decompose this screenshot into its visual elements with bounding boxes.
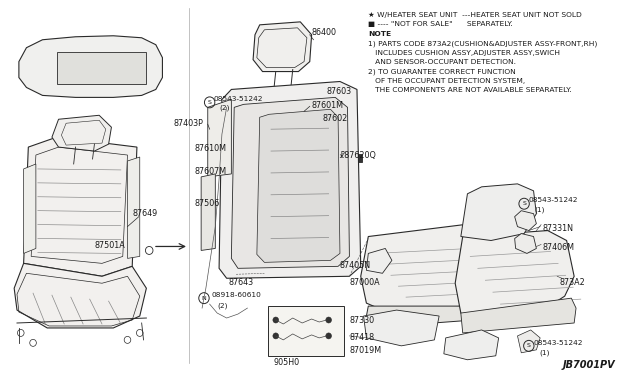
Text: ★ W/HEATER SEAT UNIT  ---HEATER SEAT UNIT NOT SOLD: ★ W/HEATER SEAT UNIT ---HEATER SEAT UNIT…: [368, 12, 582, 18]
Text: ☧87620Q: ☧87620Q: [338, 151, 376, 160]
Text: 1) PARTS CODE 873A2(CUSHION&ADJUSTER ASSY-FRONT,RH): 1) PARTS CODE 873A2(CUSHION&ADJUSTER ASS…: [368, 40, 598, 47]
Text: 87330: 87330: [349, 316, 374, 325]
Text: (2): (2): [219, 105, 230, 111]
Bar: [354, 154, 362, 162]
Polygon shape: [14, 263, 147, 328]
Text: 08918-60610: 08918-60610: [212, 292, 261, 298]
Polygon shape: [57, 52, 147, 84]
Polygon shape: [24, 137, 137, 276]
Text: S: S: [208, 100, 212, 105]
Text: 87603: 87603: [327, 87, 352, 96]
Polygon shape: [253, 22, 312, 71]
Text: NOTE: NOTE: [368, 31, 392, 37]
Polygon shape: [232, 97, 349, 268]
Text: 87019M: 87019M: [349, 346, 381, 355]
Text: AND SENSOR-OCCUPANT DETECTION.: AND SENSOR-OCCUPANT DETECTION.: [368, 59, 516, 65]
Text: 87601M: 87601M: [312, 101, 344, 110]
Polygon shape: [461, 298, 576, 333]
Text: 86400: 86400: [312, 28, 337, 37]
Text: (1): (1): [534, 207, 545, 213]
Text: 87331N: 87331N: [543, 224, 574, 232]
Text: 87607M: 87607M: [195, 167, 227, 176]
Polygon shape: [208, 99, 232, 177]
Text: S: S: [522, 201, 526, 206]
Text: 87418: 87418: [349, 333, 374, 342]
Polygon shape: [455, 231, 574, 326]
Text: 87406M: 87406M: [543, 244, 575, 253]
Text: S: S: [527, 343, 531, 348]
Circle shape: [273, 333, 278, 339]
Polygon shape: [219, 81, 361, 278]
Bar: [83, 76, 97, 83]
Text: 2) TO GUARANTEE CORRECT FUNCTION: 2) TO GUARANTEE CORRECT FUNCTION: [368, 68, 516, 75]
Polygon shape: [364, 310, 439, 346]
Polygon shape: [127, 157, 140, 259]
Text: 87403P: 87403P: [173, 119, 203, 128]
Polygon shape: [515, 211, 536, 231]
Text: 87501A: 87501A: [95, 241, 125, 250]
Text: OF THE OCCUPANT DETECTION SYSTEM,: OF THE OCCUPANT DETECTION SYSTEM,: [368, 78, 525, 84]
Polygon shape: [24, 164, 36, 253]
Polygon shape: [201, 174, 215, 250]
Text: (2): (2): [217, 302, 228, 309]
Bar: [268, 306, 344, 356]
Text: 87000A: 87000A: [349, 278, 380, 287]
Text: 87649: 87649: [132, 209, 157, 218]
Polygon shape: [518, 330, 540, 353]
Polygon shape: [367, 248, 392, 273]
Polygon shape: [257, 109, 340, 262]
Text: JB7001PV: JB7001PV: [563, 360, 616, 370]
Text: 08543-51242: 08543-51242: [529, 197, 579, 203]
Text: 905H0: 905H0: [274, 358, 300, 367]
Text: 08543-51242: 08543-51242: [213, 96, 263, 102]
Text: THE COMPONENTS ARE NOT AVAILABLE SEPARATELY.: THE COMPONENTS ARE NOT AVAILABLE SEPARAT…: [368, 87, 572, 93]
Text: 87405N: 87405N: [340, 262, 371, 270]
Polygon shape: [444, 330, 499, 360]
Circle shape: [326, 333, 332, 339]
Text: 87643: 87643: [228, 278, 253, 287]
Text: N: N: [202, 296, 206, 301]
Circle shape: [326, 317, 332, 323]
Polygon shape: [52, 115, 111, 151]
Text: 873A2: 873A2: [559, 278, 585, 287]
Text: 87506: 87506: [195, 199, 220, 208]
Polygon shape: [361, 224, 512, 316]
Text: ■ ---- "NOT FOR SALE"      SEPARATELY.: ■ ---- "NOT FOR SALE" SEPARATELY.: [368, 21, 513, 28]
Polygon shape: [461, 184, 536, 241]
Text: 87602: 87602: [323, 114, 348, 123]
Text: (1): (1): [540, 350, 550, 356]
Bar: [83, 56, 109, 77]
Circle shape: [273, 317, 278, 323]
Polygon shape: [515, 234, 536, 253]
Text: INCLUDES CUSHION ASSY,ADJUSTER ASSY,SWICH: INCLUDES CUSHION ASSY,ADJUSTER ASSY,SWIC…: [368, 50, 560, 56]
Polygon shape: [367, 306, 505, 328]
Text: 08543-51242: 08543-51242: [534, 340, 583, 346]
Polygon shape: [19, 36, 163, 97]
Text: 87610M: 87610M: [195, 144, 227, 153]
